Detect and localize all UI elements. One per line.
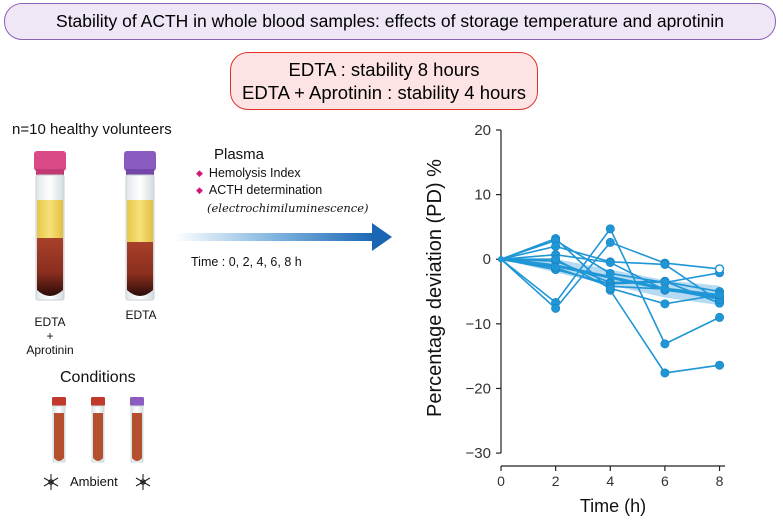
data-point-s1	[715, 360, 725, 370]
plasma-title: Plasma	[214, 146, 265, 163]
method-text: (electrochimiluminescence)	[207, 201, 369, 215]
tube-edta	[124, 151, 156, 301]
tube-edta-aprotinin	[34, 151, 66, 301]
volunteers-label: n=10 healthy volunteers	[12, 121, 172, 138]
data-point-s10	[605, 283, 615, 293]
bullet-diamond-icon: ◆	[196, 184, 203, 195]
title-banner: Stability of ACTH in whole blood samples…	[4, 3, 776, 40]
snowflake-icon	[43, 474, 59, 490]
result-line-2: EDTA + Aprotinin : stability 4 hours	[242, 82, 526, 103]
bullet-acth-text: ACTH determination	[208, 183, 323, 197]
data-point-s10	[551, 254, 561, 264]
title-text: Stability of ACTH in whole blood samples…	[56, 11, 724, 31]
tube-label-line-3: Aprotinin	[26, 343, 74, 357]
condition-tube-3	[130, 397, 144, 463]
result-line-1: EDTA : stability 8 hours	[288, 59, 480, 80]
bullet-diamond-icon: ◆	[196, 167, 203, 178]
tube-label-edta-aprotinin: EDTA + Aprotinin	[18, 315, 82, 357]
y-tick-label: 20	[474, 122, 491, 139]
data-point-s2	[605, 224, 615, 234]
data-point-s1	[660, 368, 670, 378]
x-tick-label: 4	[606, 473, 614, 489]
data-point-s5	[551, 241, 561, 251]
y-tick-label: −20	[466, 380, 491, 397]
x-tick-label: 2	[552, 473, 560, 489]
x-tick-label: 6	[661, 473, 669, 489]
data-point-s3	[605, 237, 615, 247]
y-axis-title: Percentage deviation (PD) %	[424, 159, 446, 417]
time-points-text: Time : 0, 2, 4, 6, 8 h	[191, 255, 302, 269]
process-arrow	[175, 223, 392, 251]
y-tick-label: −30	[466, 445, 491, 462]
bullet-hemolysis: ◆ Hemolysis Index	[196, 166, 301, 180]
conditions-title: Conditions	[60, 369, 136, 386]
tube-label-line-2: +	[46, 329, 54, 343]
condition-tube-1	[52, 397, 66, 463]
data-point-s10	[660, 299, 670, 309]
bullet-hemolysis-text: Hemolysis Index	[208, 166, 301, 180]
x-tick-label: 0	[497, 473, 505, 489]
data-point-s5	[660, 259, 670, 269]
mean-line	[500, 257, 720, 297]
tube-label-edta: EDTA	[125, 308, 157, 322]
data-point-s6	[605, 257, 615, 267]
x-tick-label: 8	[716, 473, 724, 489]
y-tick-label: 10	[474, 187, 491, 204]
result-banner: EDTA : stability 8 hours EDTA + Aprotini…	[230, 52, 538, 110]
y-tick-label: 0	[483, 251, 491, 268]
data-point-s2	[715, 312, 725, 322]
ambient-label: Ambient	[70, 474, 118, 489]
open-marker	[714, 264, 725, 274]
snowflake-icon	[135, 474, 151, 490]
bullet-acth: ◆ ACTH determination	[196, 183, 322, 197]
y-tick-label: −10	[466, 316, 491, 333]
x-axis-title: Time (h)	[580, 496, 646, 516]
data-point-s2	[660, 339, 670, 349]
condition-tube-2	[91, 397, 105, 463]
tube-label-line-1: EDTA	[34, 315, 66, 329]
data-point-s3	[551, 303, 561, 313]
